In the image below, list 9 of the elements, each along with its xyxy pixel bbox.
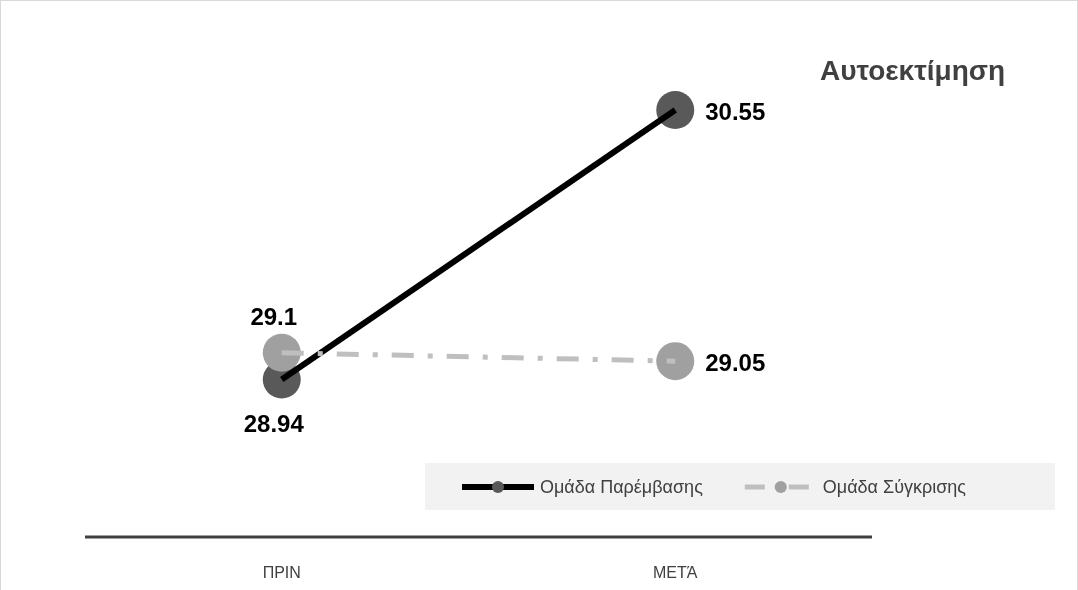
legend-label: Ομάδα Παρέμβασης bbox=[540, 477, 704, 497]
legend-label: Ομάδα Σύγκρισης bbox=[822, 477, 967, 497]
data-label: 29.1 bbox=[250, 302, 298, 330]
x-tick-label: ΜΕΤΆ bbox=[653, 564, 698, 582]
data-label: 28.94 bbox=[243, 409, 305, 437]
data-label: 29.05 bbox=[705, 349, 766, 377]
x-tick-label: ΠΡΙΝ bbox=[262, 564, 301, 582]
chart-title: Αυτοεκτίμηση bbox=[819, 55, 1005, 86]
data-label: 30.55 bbox=[705, 98, 766, 125]
